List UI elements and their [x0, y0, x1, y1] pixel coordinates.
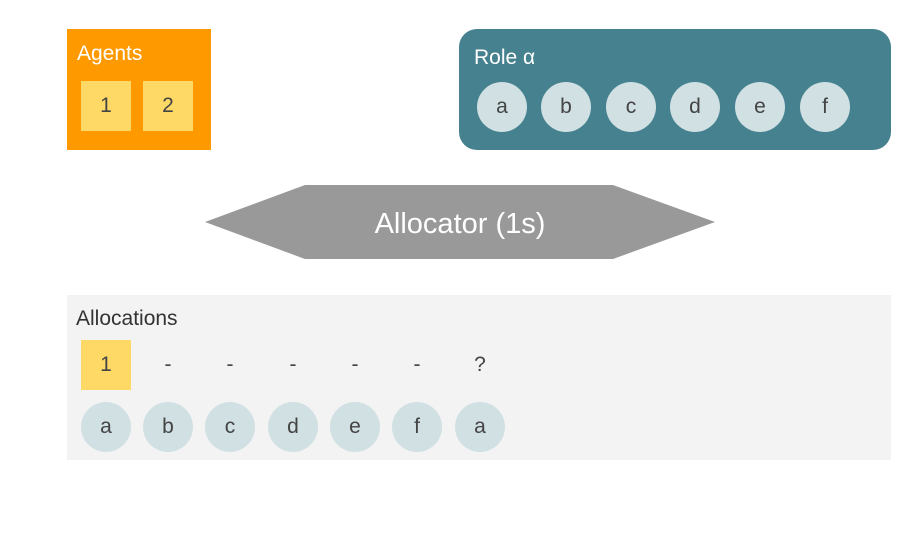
allocations-box: Allocations 1 - - - - - ? a b c d e f a: [67, 295, 891, 460]
role-item: c: [606, 82, 656, 132]
allocation-role-item: f: [392, 402, 442, 452]
role-box: Role α a b c d e f: [459, 29, 891, 150]
agent-chip: 2: [143, 81, 193, 131]
allocation-role-item: a: [455, 402, 505, 452]
allocation-agent-slot: -: [413, 353, 421, 376]
allocation-role-item: a: [81, 402, 131, 452]
role-item: e: [735, 82, 785, 132]
allocation-agent-slot: -: [289, 353, 297, 376]
allocation-role-item: d: [268, 402, 318, 452]
allocation-agent-slot: -: [351, 353, 359, 376]
allocation-role-item: c: [205, 402, 255, 452]
allocation-agent-slot: -: [164, 353, 172, 376]
agents-title: Agents: [77, 42, 143, 65]
allocation-agent-slot: 1: [81, 340, 131, 390]
allocation-role-item: e: [330, 402, 380, 452]
agents-box: Agents 1 2: [67, 29, 211, 150]
agent-chip: 1: [81, 81, 131, 131]
allocator-hexagon: [205, 185, 715, 259]
allocation-role-item: b: [143, 402, 193, 452]
allocation-agent-slot: -: [226, 353, 234, 376]
allocation-agent-slot: ?: [474, 353, 486, 376]
allocator-label: Allocator (1s): [375, 208, 546, 240]
role-item: b: [541, 82, 591, 132]
role-item: f: [800, 82, 850, 132]
role-item: d: [670, 82, 720, 132]
allocations-title: Allocations: [76, 307, 178, 330]
role-item: a: [477, 82, 527, 132]
role-title: Role α: [474, 46, 536, 69]
